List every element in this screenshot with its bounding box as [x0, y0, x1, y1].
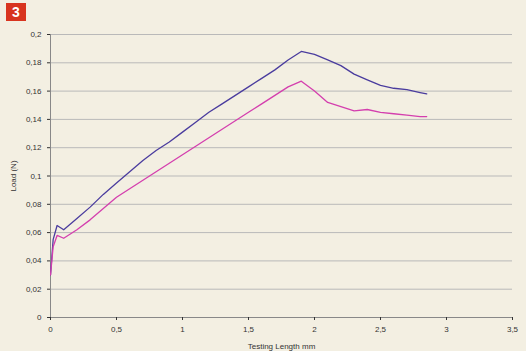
svg-text:0,14: 0,14	[26, 115, 42, 124]
svg-text:2: 2	[312, 325, 317, 334]
svg-text:0,06: 0,06	[26, 228, 42, 237]
svg-text:0,02: 0,02	[26, 285, 42, 294]
svg-text:0,12: 0,12	[26, 143, 42, 152]
svg-text:0,5: 0,5	[111, 325, 123, 334]
html-text:3: 3	[12, 4, 20, 20]
svg-text:3: 3	[444, 325, 449, 334]
svg-text:0,1: 0,1	[30, 172, 42, 181]
svg-text:0,04: 0,04	[26, 256, 42, 265]
svg-text:2,5: 2,5	[375, 325, 387, 334]
svg-text:1: 1	[180, 325, 185, 334]
svg-text:Load (N): Load (N)	[9, 160, 18, 191]
svg-text:0: 0	[48, 325, 53, 334]
svg-text:0,18: 0,18	[26, 58, 42, 67]
svg-text:3,5: 3,5	[507, 325, 519, 334]
svg-text:0,2: 0,2	[30, 30, 42, 39]
svg-text:0: 0	[37, 313, 42, 322]
svg-text:0,16: 0,16	[26, 87, 42, 96]
svg-text:1,5: 1,5	[243, 325, 255, 334]
svg-text:Testing Length mm: Testing Length mm	[248, 342, 316, 351]
svg-text:0,08: 0,08	[26, 200, 42, 209]
